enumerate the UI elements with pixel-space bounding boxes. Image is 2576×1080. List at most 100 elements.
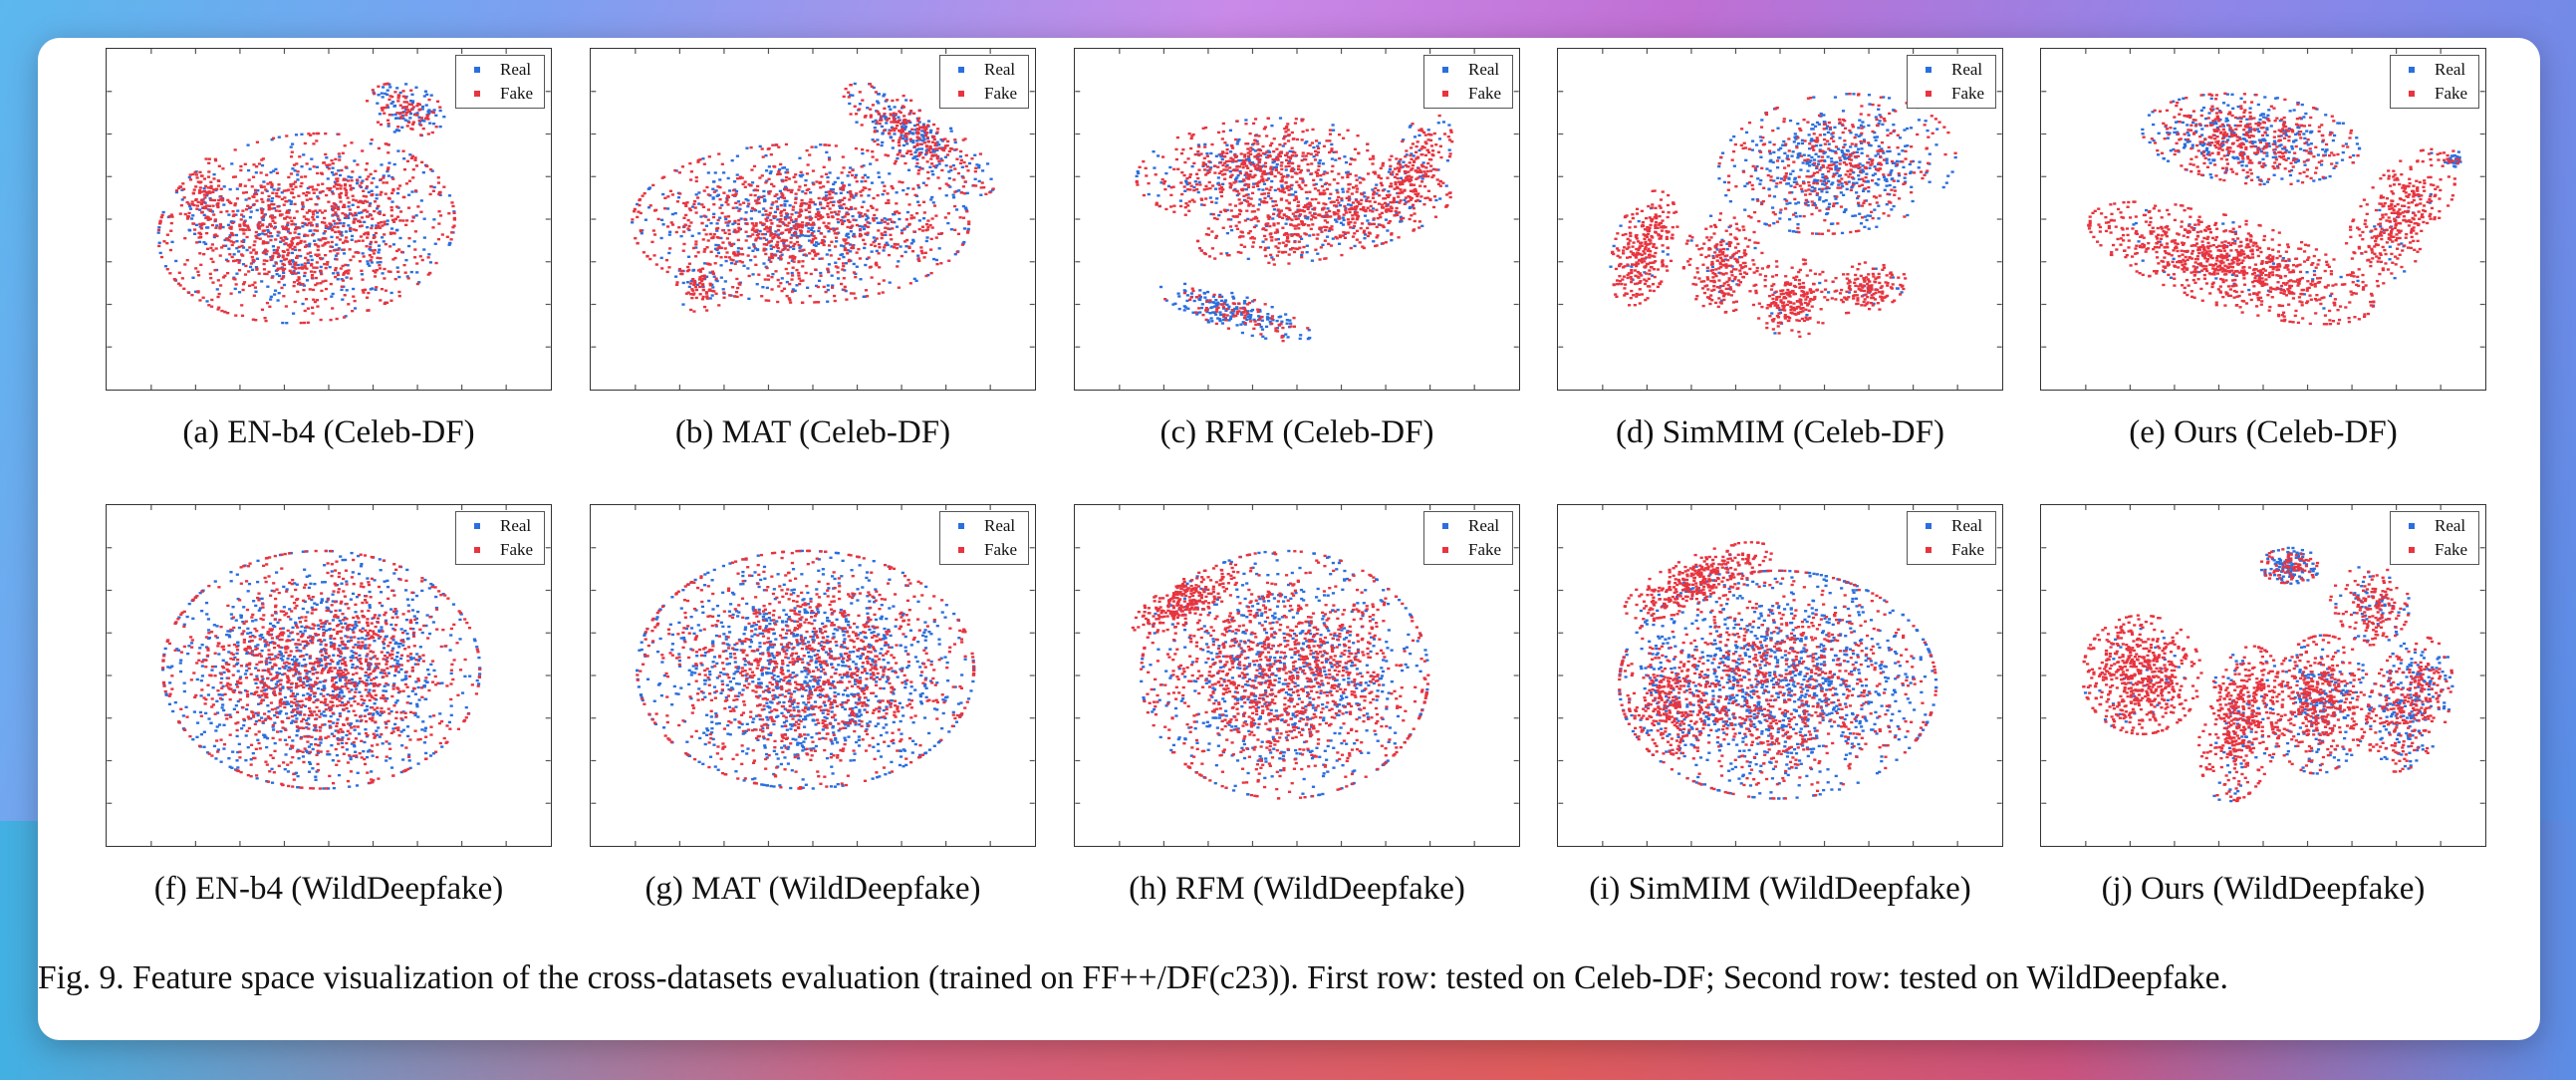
legend-fake-label: Fake [500, 538, 533, 562]
legend-fake: Fake [2391, 538, 2478, 562]
legend-fake-label: Fake [984, 538, 1017, 562]
real-points [1618, 553, 1938, 800]
legend: Real Fake [455, 55, 545, 109]
scatter-plot [1075, 505, 1519, 846]
panel-en-b4-celeb-df: Real Fake [106, 48, 552, 391]
legend: Real Fake [939, 511, 1029, 565]
axis-ticks [591, 49, 1035, 390]
panel-mat-wilddeepfake: Real Fake [590, 504, 1036, 847]
panel-en-b4-wilddeepfake: Real Fake [106, 504, 552, 847]
fake-marker-icon [2409, 91, 2415, 97]
axis-ticks [107, 505, 551, 846]
real-marker-icon [958, 523, 964, 529]
axis-ticks [1075, 49, 1519, 390]
axis-ticks [2041, 505, 2485, 846]
real-marker-icon [474, 67, 480, 73]
legend-fake: Fake [1908, 82, 1995, 106]
legend: Real Fake [2390, 511, 2479, 565]
fake-points [631, 83, 995, 313]
panel-caption-i: (i) SimMIM (WildDeepfake) [1557, 871, 2003, 908]
real-marker-icon [2409, 67, 2415, 73]
legend-real-label: Real [984, 58, 1015, 82]
panel-ours-celeb-df: Real Fake [2040, 48, 2486, 391]
scatter-plot [591, 505, 1035, 846]
legend-real-label: Real [500, 58, 531, 82]
legend-real-label: Real [1468, 58, 1499, 82]
panel-caption-e: (e) Ours (Celeb-DF) [2040, 414, 2486, 451]
legend-real-label: Real [1468, 514, 1499, 538]
real-marker-icon [2409, 523, 2415, 529]
legend-real-label: Real [2435, 514, 2465, 538]
scatter-plot [1075, 49, 1519, 390]
scatter-plot [2041, 505, 2485, 846]
legend-fake-label: Fake [1951, 82, 1984, 106]
scatter-plot [1558, 49, 2002, 390]
panel-caption-j: (j) Ours (WildDeepfake) [2040, 871, 2486, 908]
legend-fake: Fake [940, 82, 1028, 106]
fake-points [1131, 550, 1430, 800]
legend-real-label: Real [2435, 58, 2465, 82]
legend: Real Fake [2390, 55, 2479, 109]
legend-fake: Fake [456, 82, 544, 106]
legend-real: Real [1908, 58, 1995, 82]
scatter-plot [107, 505, 551, 846]
axis-ticks [107, 49, 551, 390]
panel-caption-c: (c) RFM (Celeb-DF) [1074, 414, 1520, 451]
figure-caption: Fig. 9. Feature space visualization of t… [38, 956, 2540, 1000]
axis-ticks [591, 505, 1035, 846]
legend-real: Real [2391, 58, 2478, 82]
legend-real: Real [456, 514, 544, 538]
fake-marker-icon [958, 91, 964, 97]
fake-points [2082, 548, 2453, 803]
scatter-plot [107, 49, 551, 390]
legend-fake: Fake [1908, 538, 1995, 562]
fake-marker-icon [474, 547, 480, 553]
real-marker-icon [474, 523, 480, 529]
fake-points [636, 549, 976, 790]
panel-mat-celeb-df: Real Fake [590, 48, 1036, 391]
panel-caption-d: (d) SimMIM (Celeb-DF) [1557, 414, 2003, 451]
fake-marker-icon [1926, 91, 1932, 97]
legend-fake: Fake [940, 538, 1028, 562]
legend-real-label: Real [500, 514, 531, 538]
fake-marker-icon [474, 91, 480, 97]
legend-fake-label: Fake [500, 82, 533, 106]
fake-marker-icon [1442, 91, 1448, 97]
fake-points [160, 549, 482, 790]
legend: Real Fake [1907, 55, 1996, 109]
axis-ticks [1558, 49, 2002, 390]
legend: Real Fake [1423, 511, 1513, 565]
panel-simmim-wilddeepfake: Real Fake [1557, 504, 2003, 847]
panel-simmim-celeb-df: Real Fake [1557, 48, 2003, 391]
panel-caption-a: (a) EN-b4 (Celeb-DF) [106, 414, 552, 451]
legend-fake-label: Fake [1468, 82, 1501, 106]
real-marker-icon [958, 67, 964, 73]
panel-rfm-celeb-df: Real Fake [1074, 48, 1520, 391]
scatter-plot [1558, 505, 2002, 846]
fake-points [156, 82, 457, 325]
legend-fake: Fake [2391, 82, 2478, 106]
legend-fake-label: Fake [1468, 538, 1501, 562]
figure-card: Real Fake Real Fake Real Fake Real Fake Real… [38, 38, 2540, 1040]
legend-real: Real [1424, 514, 1512, 538]
legend-real: Real [2391, 514, 2478, 538]
legend: Real Fake [939, 55, 1029, 109]
legend: Real Fake [455, 511, 545, 565]
legend-real: Real [940, 58, 1028, 82]
legend-fake-label: Fake [2435, 82, 2467, 106]
legend-real: Real [456, 58, 544, 82]
real-marker-icon [1442, 523, 1448, 529]
panel-caption-f: (f) EN-b4 (WildDeepfake) [106, 871, 552, 908]
scatter-plot [2041, 49, 2485, 390]
fake-points [1610, 93, 1957, 339]
real-marker-icon [1926, 523, 1932, 529]
real-marker-icon [1442, 67, 1448, 73]
panel-caption-b: (b) MAT (Celeb-DF) [590, 414, 1036, 451]
panel-caption-g: (g) MAT (WildDeepfake) [590, 871, 1036, 908]
real-marker-icon [1926, 67, 1932, 73]
scatter-plot [591, 49, 1035, 390]
axis-ticks [1558, 505, 2002, 846]
fake-marker-icon [2409, 547, 2415, 553]
legend-real-label: Real [1951, 58, 1982, 82]
legend-real: Real [1424, 58, 1512, 82]
